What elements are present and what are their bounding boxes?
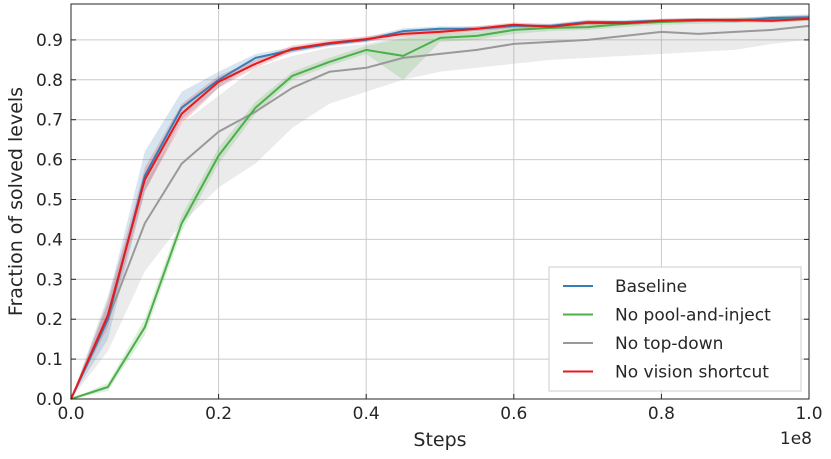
y-tick-label: 0.9 [36,31,63,51]
y-tick-label: 0.2 [36,310,63,330]
y-tick-label: 0.0 [36,390,63,410]
legend-label: Baseline [615,277,687,297]
y-tick-label: 0.4 [36,230,63,250]
plot-frame [70,3,810,400]
y-tick-label: 0.3 [36,270,63,290]
legend-label: No vision shortcut [615,363,769,383]
x-tick-label: 0.2 [205,404,232,424]
legend: Baseline No pool-and-inject No top-down No … [548,266,802,392]
x-tick-label: 1.0 [795,404,822,424]
tick-marks [70,4,810,400]
x-tick-label: 0.6 [500,404,527,424]
x-scale-label: 1e8 [780,429,812,449]
band-no-top-down [71,14,809,399]
x-tick-label: 0.0 [57,404,84,424]
series-lines [70,16,810,400]
series-line-no-vision-shortcut [70,17,810,400]
x-tick-labels: 0.0 0.2 0.4 0.6 0.8 1.0 [57,404,822,424]
legend-label: No top-down [615,334,723,354]
x-axis-label: Steps [413,429,466,451]
x-tick-label: 0.8 [648,404,675,424]
y-axis-label: Fraction of solved levels [5,87,27,316]
legend-label: No pool-and-inject [615,306,771,326]
y-tick-label: 0.6 [36,151,63,171]
x-tick-label: 0.4 [353,404,380,424]
y-tick-label: 0.5 [36,191,63,211]
y-tick-labels: 0.0 0.1 0.2 0.3 0.4 0.5 0.6 0.7 0.8 0.9 [36,31,63,410]
y-tick-label: 0.7 [36,111,63,131]
y-tick-label: 0.1 [36,350,63,370]
series-line-no-top-down [70,24,810,400]
y-tick-label: 0.8 [36,71,63,91]
legend-box [548,266,802,392]
